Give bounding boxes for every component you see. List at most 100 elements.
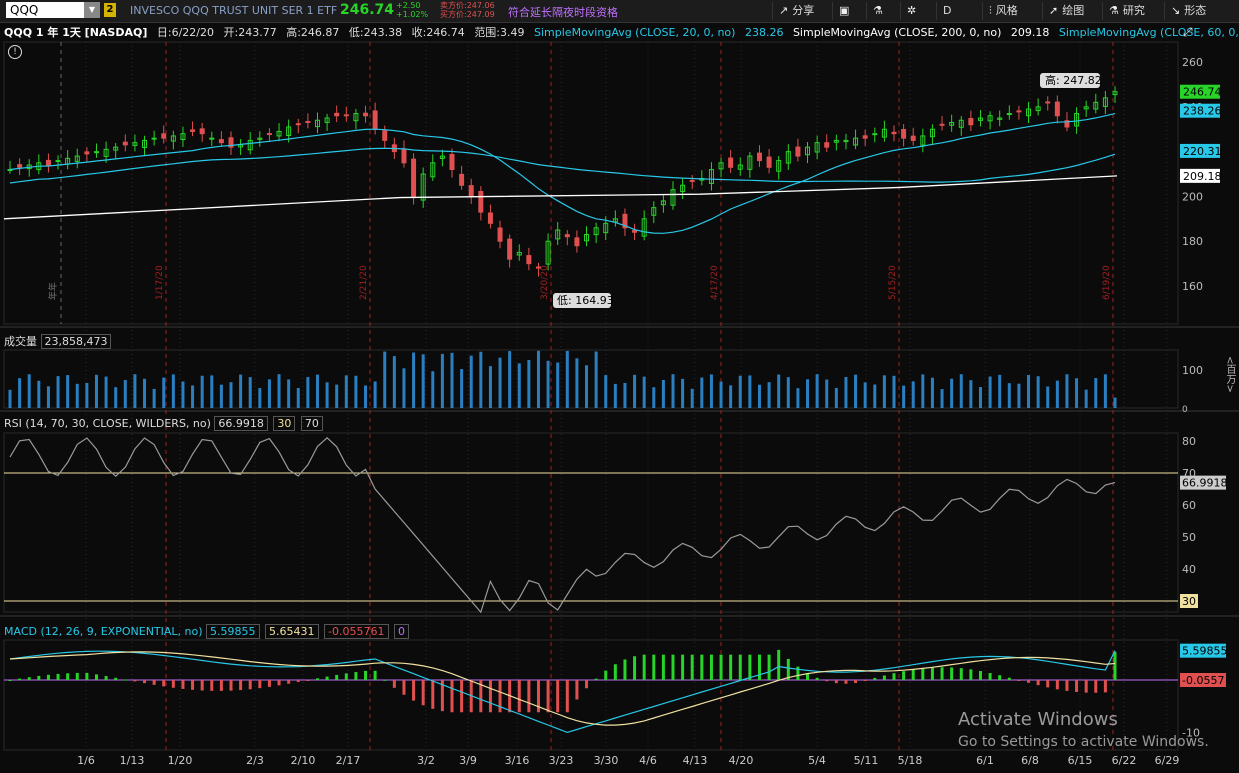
high-callout: 高: 247.82 (1045, 73, 1102, 87)
candle-body (641, 218, 647, 237)
event-date-label: 1/17/20 (155, 265, 165, 300)
candle-body (603, 222, 609, 234)
macd-histogram-bar (661, 654, 665, 680)
candle-body (516, 251, 522, 256)
rsi-header: RSI (14, 70, 30, CLOSE, WILDERS, no) 66.… (4, 416, 325, 431)
patterns-label: 形态 (1184, 4, 1207, 17)
x-tick-label: 3/16 (505, 754, 530, 767)
sma60-label[interactable]: SimpleMovingAvg (CLOSE, 60, 0, no) (1058, 26, 1239, 39)
chevron-down-icon[interactable]: ▼ (84, 2, 100, 18)
volume-bar (66, 375, 70, 408)
draw-button[interactable]: ➚ 绘图 (1042, 2, 1090, 20)
alert-icon[interactable]: ! (8, 45, 22, 59)
candle-body (708, 169, 714, 184)
candle-body (872, 133, 878, 136)
volume-bar (854, 374, 858, 408)
research-button[interactable]: ⚗ 研究 (1102, 2, 1151, 20)
volume-label[interactable]: 成交量 (4, 335, 37, 348)
volume-bar (892, 375, 896, 408)
period-button[interactable]: D (936, 2, 980, 20)
macd-histogram-bar (940, 667, 944, 680)
volume-bar (287, 379, 291, 408)
macd-histogram-bar (421, 680, 425, 706)
rsi-os-bg (1180, 594, 1198, 608)
symbol-input[interactable]: QQQ ▼ (6, 2, 100, 18)
macd-histogram-bar (239, 680, 243, 691)
style-button[interactable]: ⫶ 风格 (982, 2, 1024, 20)
volume-bar (950, 378, 954, 408)
volume-bar (1075, 378, 1079, 408)
low-callout-bg (553, 293, 611, 308)
event-date-label: 3/20/20 (540, 265, 550, 300)
macd-histogram-bar (450, 680, 454, 713)
rsi-tick-label: 50 (1182, 531, 1196, 544)
candle-body (430, 162, 436, 178)
candle-body (218, 139, 224, 144)
volume-bar (806, 379, 810, 408)
candle-body (824, 142, 830, 148)
candle-body (535, 266, 541, 269)
macd-signal-line (9, 651, 1116, 726)
rsi-tick-label: 40 (1182, 563, 1196, 576)
rsi-label[interactable]: RSI (14, 70, 30, CLOSE, WILDERS, no) (4, 417, 211, 430)
symbol-description: INVESCO QQQ TRUST UNIT SER 1 ETF (130, 4, 338, 17)
volume-bar (700, 377, 704, 408)
volume-bar (373, 381, 377, 408)
volume-bar (18, 378, 22, 408)
candle-body (862, 135, 868, 139)
bar-close: 收:246.74 (411, 26, 465, 39)
collapse-icon[interactable]: ⤢ (1183, 25, 1193, 39)
sma200-value: 209.18 (1010, 26, 1050, 39)
price-tick-label: 220 (1182, 146, 1203, 159)
bid-ask: 卖方价:247.06 买方价:247.09 (440, 1, 495, 19)
rsi-tick-label: 70 (1182, 467, 1196, 480)
volume-bar (344, 375, 348, 408)
candle-body (363, 112, 369, 117)
candle-body (814, 142, 820, 153)
macd-label[interactable]: MACD (12, 26, 9, EXPONENTIAL, no) (4, 625, 203, 638)
save-button[interactable]: ▣ (832, 2, 859, 20)
candle-body (45, 159, 51, 166)
studies-button[interactable]: ⚗ (866, 2, 893, 20)
draw-label: 绘图 (1062, 4, 1085, 17)
macd-histogram-bar (652, 654, 656, 680)
extended-hours-label[interactable]: 符合延长隔夜时段资格 (508, 6, 618, 19)
macd-histogram-bar (892, 673, 896, 680)
macd-histogram-bar (94, 674, 98, 680)
volume-bar (296, 388, 300, 408)
macd-histogram-bar (1017, 680, 1021, 681)
candle-body (1064, 120, 1070, 128)
macd-histogram-bar (786, 658, 790, 680)
candle-body (526, 255, 532, 265)
candle-body (564, 234, 570, 238)
candle-body (507, 238, 513, 260)
volume-bar (85, 383, 89, 408)
settings-button[interactable]: ✲ (900, 2, 926, 20)
candle-body (151, 137, 157, 140)
macd-histogram-bar (700, 654, 704, 680)
sma20-label[interactable]: SimpleMovingAvg (CLOSE, 20, 0, no) (534, 26, 736, 39)
candle-body (228, 137, 234, 148)
bar-open: 开:243.77 (223, 26, 277, 39)
last-price: 246.74 (340, 2, 395, 18)
candle-body (632, 229, 638, 233)
candle-body (929, 128, 935, 138)
candle-body (1083, 106, 1089, 110)
sma200-label[interactable]: SimpleMovingAvg (CLOSE, 200, 0, no) (792, 26, 1002, 39)
candle-body (737, 164, 743, 170)
macd-histogram-bar (171, 680, 175, 688)
candle-body (747, 155, 753, 170)
x-tick-label: 1/6 (77, 754, 95, 767)
macd-histogram-bar (959, 668, 963, 680)
volume-bar (152, 388, 156, 408)
chart-header: QQQ 1 年 1天 [NASDAQ] 日:6/22/20 开:243.77 高… (4, 24, 1239, 40)
bar-range: 范围:3.49 (474, 26, 525, 39)
share-label: 分享 (792, 4, 815, 17)
flask-icon: ⚗ (873, 4, 883, 17)
sma20-line (9, 113, 1116, 234)
share-button[interactable]: ↗ 分享 (772, 2, 820, 20)
link-group-badge[interactable]: 2 (104, 3, 116, 17)
patterns-button[interactable]: ↘ 形态 (1164, 2, 1212, 20)
volume-bar (37, 380, 41, 408)
